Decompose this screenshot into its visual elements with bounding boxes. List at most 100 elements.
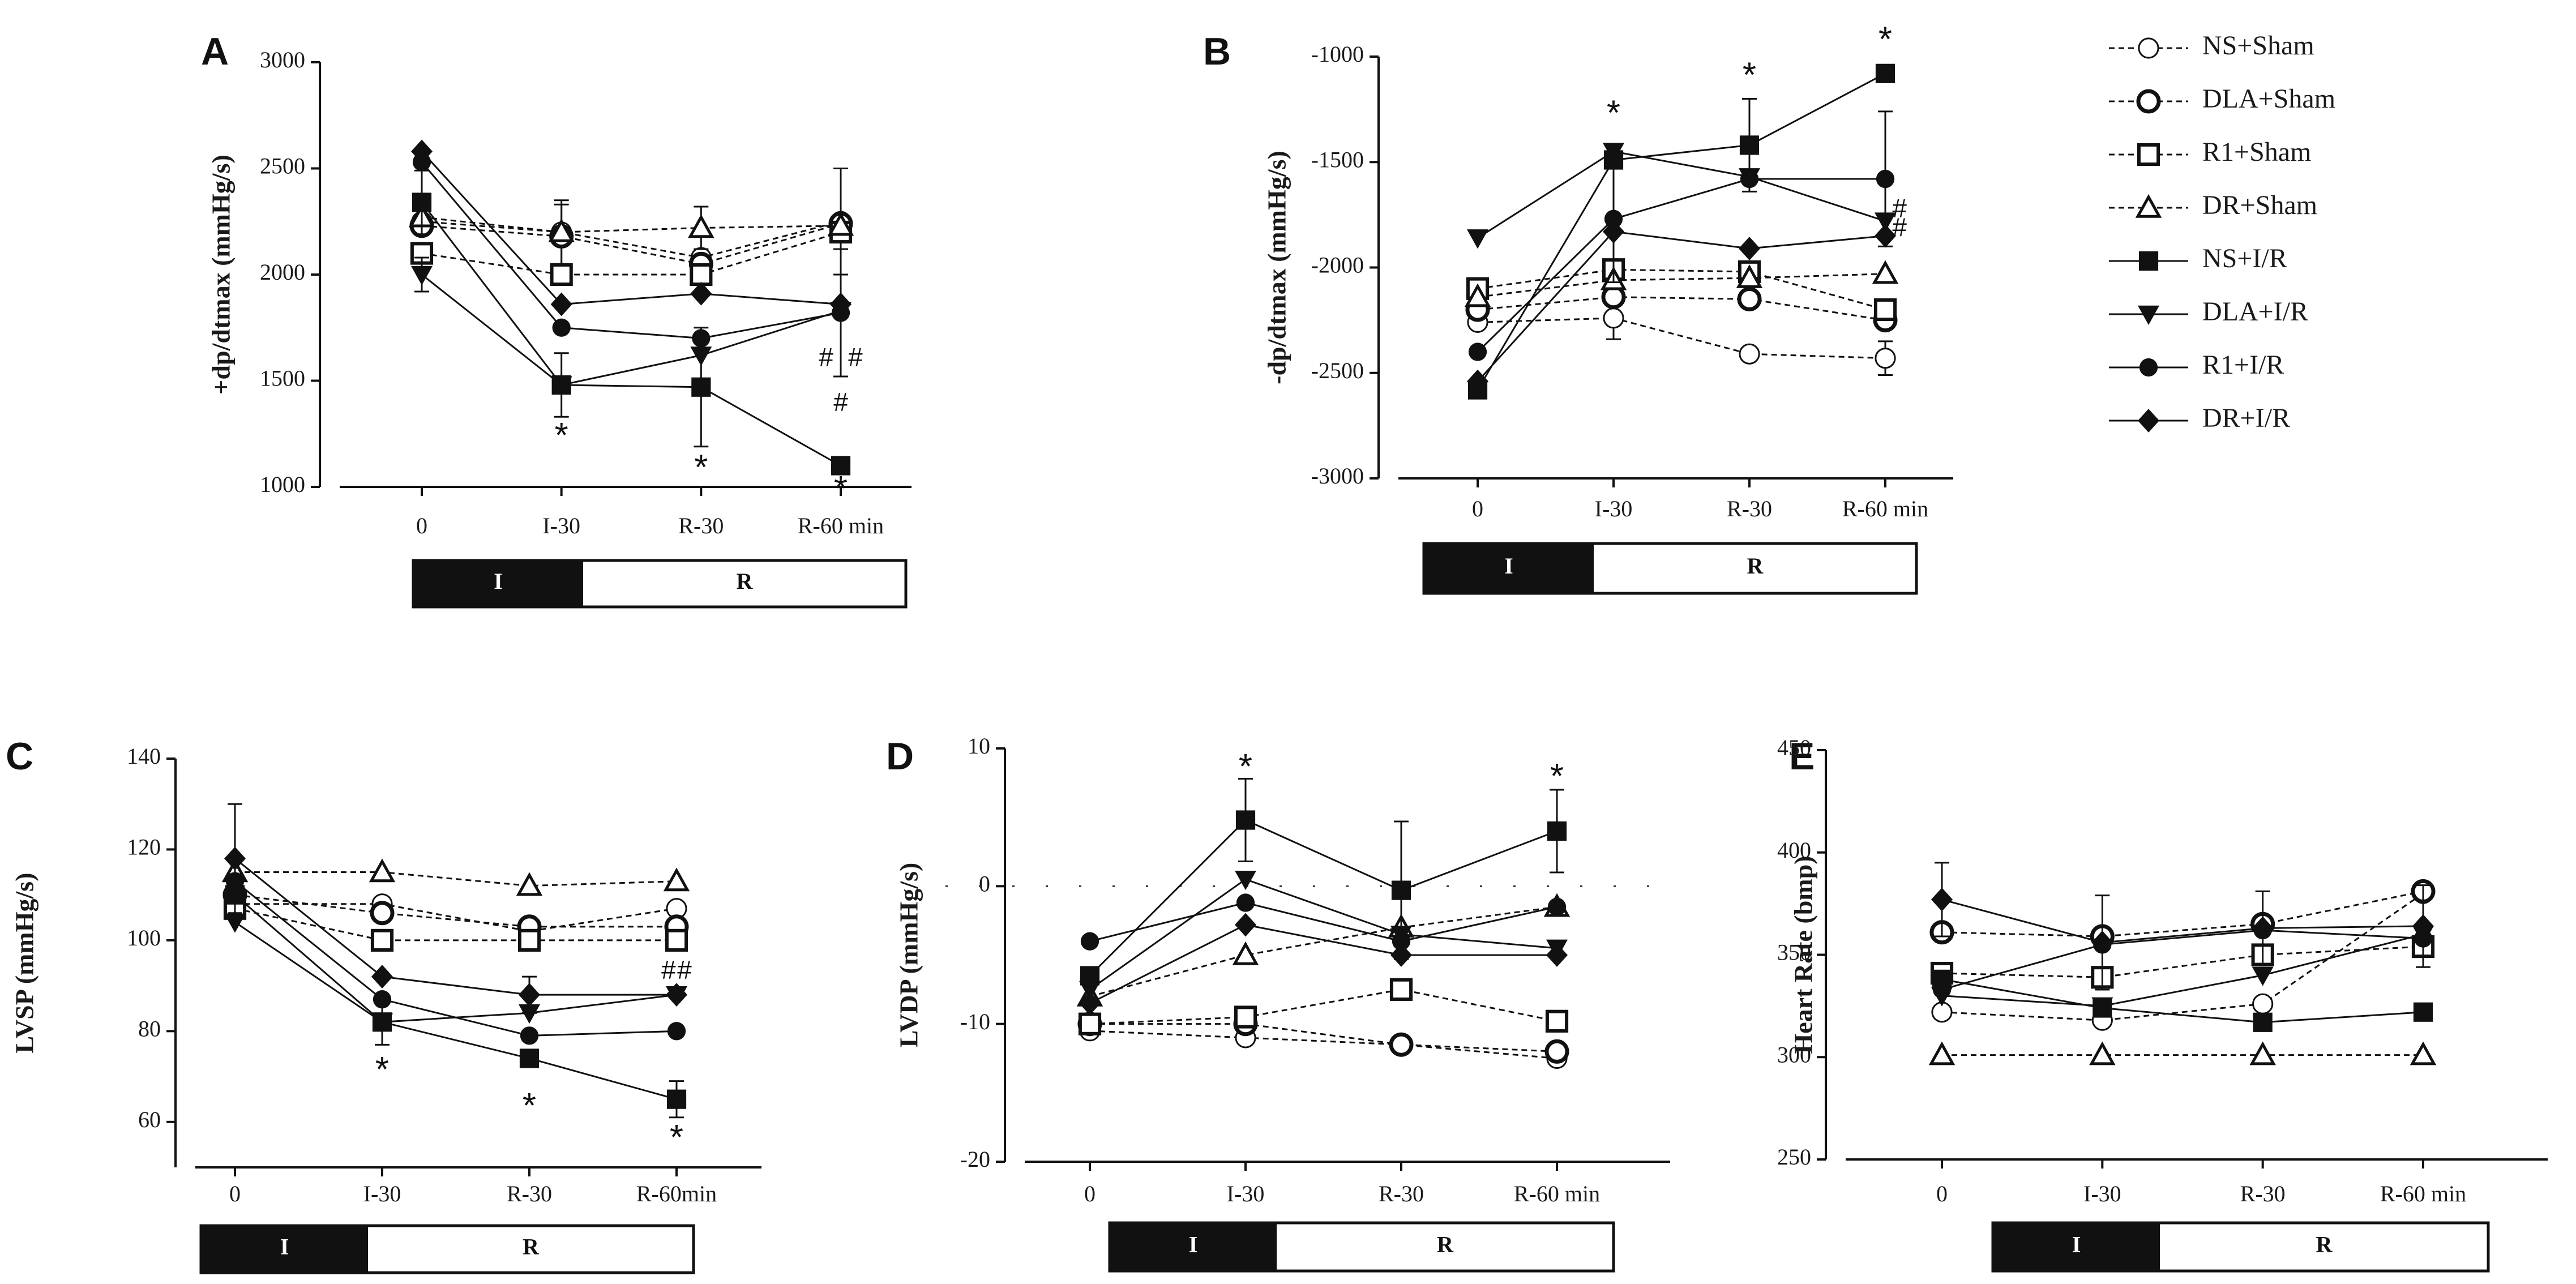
series-line [1477, 317, 1886, 359]
data-point [1464, 283, 1491, 307]
legend-label: DR+Sham [2202, 190, 2317, 220]
legend-swatch-marker [2136, 89, 2161, 114]
data-point [224, 846, 246, 871]
significance-star: * [375, 1050, 389, 1089]
data-point [370, 901, 395, 926]
series-line [1477, 296, 1886, 322]
significance-star: * [1607, 94, 1620, 133]
legend-label: R1+I/R [2202, 350, 2284, 380]
data-point [2410, 1041, 2437, 1065]
data-point [1873, 298, 1897, 322]
phase-bar-ischemia [1993, 1223, 2160, 1271]
x-tick-label: R-30 [678, 513, 724, 538]
data-point [2091, 930, 2113, 955]
data-point [550, 263, 573, 286]
x-tick-label: R-30 [1727, 496, 1772, 521]
significance-star: * [1743, 56, 1756, 95]
data-point [411, 266, 433, 285]
series-line [1941, 898, 2424, 944]
series-line [1477, 268, 1886, 311]
phase-bar-ischemia [1424, 543, 1594, 593]
series-line [235, 871, 677, 887]
significance-hash: # [677, 955, 692, 985]
data-point [2089, 1041, 2116, 1065]
phase-label-reperfusion: R [1437, 1232, 1454, 1257]
data-point [666, 983, 687, 1007]
series-line [1089, 901, 1557, 943]
data-point [1391, 880, 1411, 900]
series-line [1941, 978, 2424, 1024]
series-dr-ir [1467, 220, 1896, 393]
legend-swatch-marker [2138, 251, 2159, 271]
y-axis-label: LVDP (mmHg/s) [895, 863, 923, 1048]
series-r1-ir [225, 872, 686, 1045]
series-dr-sham [408, 203, 854, 250]
series-line [421, 202, 841, 466]
series-dla-ir [224, 913, 687, 1033]
data-point [519, 1004, 540, 1024]
x-tick-label: I-30 [1595, 496, 1633, 521]
series-line [1089, 988, 1557, 1025]
x-tick-label: 0 [1472, 496, 1483, 521]
legend: NS+Sham DLA+Sham R1+Sham DR+Sham NS+I/R DLA+I… [2109, 31, 2335, 433]
data-point [1931, 887, 1953, 911]
series-r1-sham [1466, 258, 1897, 322]
data-point [1736, 264, 1763, 288]
data-point [1604, 209, 1623, 228]
x-tick-label: 0 [1084, 1181, 1096, 1206]
data-point [667, 1022, 686, 1041]
y-tick-label: 350 [1777, 940, 1811, 965]
y-tick-label: 1000 [260, 472, 305, 497]
series-ns-ir [1467, 63, 1895, 400]
data-point [2252, 993, 2274, 1015]
data-point [1235, 870, 1256, 891]
legend-label: DR+I/R [2202, 403, 2290, 433]
data-point [1547, 897, 1567, 916]
y-tick-label: -1500 [1311, 147, 1364, 172]
data-point [1740, 169, 1759, 189]
series-dr-ir [1079, 913, 1568, 1016]
series-dr-sham [1464, 260, 1899, 307]
y-tick-label: 2000 [260, 259, 305, 285]
data-point [1603, 143, 1624, 162]
data-point [1078, 1012, 1102, 1035]
series-r1-ir [412, 153, 850, 378]
series-line [1089, 906, 1557, 998]
x-tick-label: R-30 [507, 1181, 552, 1206]
data-point [1928, 1041, 1955, 1065]
data-point [831, 456, 851, 476]
series-line [1089, 1030, 1557, 1059]
y-tick-label: 450 [1777, 735, 1811, 760]
phase-label-ischemia: I [280, 1234, 289, 1260]
data-point [827, 212, 854, 236]
series-line [1941, 892, 2424, 1021]
series-line [421, 273, 841, 386]
y-axis-label: Heart Rate (bmp) [1789, 855, 1818, 1054]
data-point [2249, 1041, 2276, 1065]
legend-label: DLA+I/R [2202, 297, 2308, 327]
data-point [1544, 1039, 1569, 1064]
series-r1-sham [1078, 978, 1569, 1035]
panel-d: D -20 -10 0 10 LVDP (mmHg/s) 0 I-30 R-30 R-60 min… [886, 733, 1679, 1273]
x-tick-label: 0 [229, 1181, 241, 1206]
panel-b: B -3000 -2500 -2000 -1500 -1000 -dp/dtmax (mmH… [1203, 20, 1953, 595]
data-point [1389, 978, 1413, 1001]
y-tick-label: 400 [1777, 837, 1811, 863]
significance-hash: # [661, 955, 676, 985]
y-tick-label: 0 [979, 871, 990, 897]
legend-swatch-marker [2137, 143, 2160, 166]
data-point [1468, 343, 1487, 361]
data-point [548, 218, 575, 242]
y-tick-label: -20 [960, 1146, 990, 1172]
legend-label: NS+I/R [2202, 243, 2287, 273]
series-dr-ir [411, 139, 851, 316]
data-point [370, 928, 394, 952]
x-tick-label: R-60min [636, 1181, 717, 1206]
series-ns-sham [1467, 296, 1896, 376]
legend-entry-dla-ir: DLA+I/R [2109, 297, 2308, 327]
data-point [1467, 229, 1488, 249]
x-tick-label: I-30 [363, 1181, 401, 1206]
data-point [1872, 260, 1899, 284]
